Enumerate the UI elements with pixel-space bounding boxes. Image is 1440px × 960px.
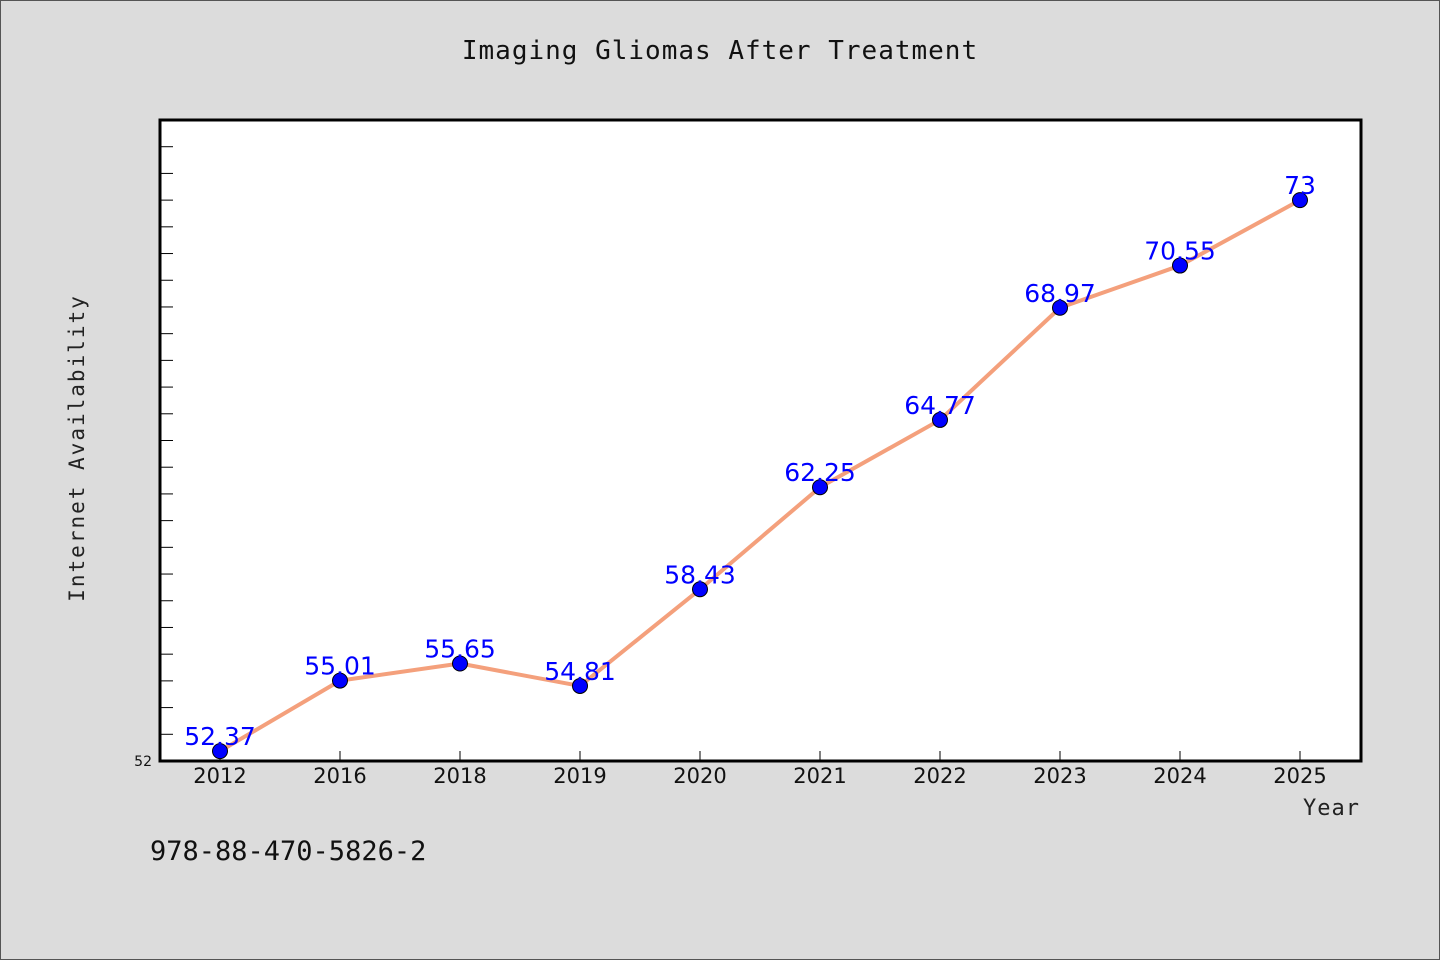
chart-title: Imaging Gliomas After Treatment bbox=[461, 36, 979, 66]
data-label: 52.37 bbox=[184, 722, 256, 751]
data-point bbox=[212, 743, 228, 760]
data-label: 55.65 bbox=[424, 635, 496, 664]
x-tick-label: 2018 bbox=[433, 764, 486, 788]
data-label: 64.77 bbox=[904, 391, 976, 420]
x-tick-label: 2016 bbox=[313, 764, 366, 788]
data-point bbox=[692, 581, 708, 598]
data-point bbox=[572, 677, 588, 694]
data-point bbox=[812, 479, 828, 496]
y-axis-label: Internet Availability bbox=[65, 294, 89, 602]
x-axis-label: Year bbox=[1303, 796, 1360, 821]
x-tick-label: 2020 bbox=[673, 764, 726, 788]
x-tick-label: 2025 bbox=[1273, 764, 1326, 788]
data-label: 54.81 bbox=[544, 657, 616, 686]
x-tick-label: 2019 bbox=[553, 764, 606, 788]
data-point bbox=[932, 411, 948, 428]
series-line bbox=[218, 198, 1301, 753]
data-point bbox=[332, 672, 348, 689]
plot-area bbox=[158, 118, 1363, 763]
isbn-annotation: 978-88-470-5826-2 bbox=[150, 836, 427, 867]
x-tick-label: 2012 bbox=[193, 764, 246, 788]
data-label: 55.01 bbox=[304, 652, 376, 681]
data-label: 68.97 bbox=[1024, 279, 1096, 308]
x-tick-label: 2021 bbox=[793, 764, 846, 788]
data-label: 62.25 bbox=[784, 458, 856, 487]
x-tick-label: 2022 bbox=[913, 764, 966, 788]
data-point bbox=[1052, 299, 1068, 316]
y-tick-label: 52 bbox=[134, 754, 152, 770]
x-tick-label: 2024 bbox=[1153, 764, 1206, 788]
data-point bbox=[452, 655, 468, 672]
data-point bbox=[1172, 257, 1188, 274]
data-label: 73 bbox=[1284, 171, 1316, 200]
data-label: 58.43 bbox=[664, 560, 736, 589]
x-tick-label: 2023 bbox=[1033, 764, 1086, 788]
data-point bbox=[1292, 192, 1308, 209]
data-label: 70.55 bbox=[1144, 237, 1216, 266]
